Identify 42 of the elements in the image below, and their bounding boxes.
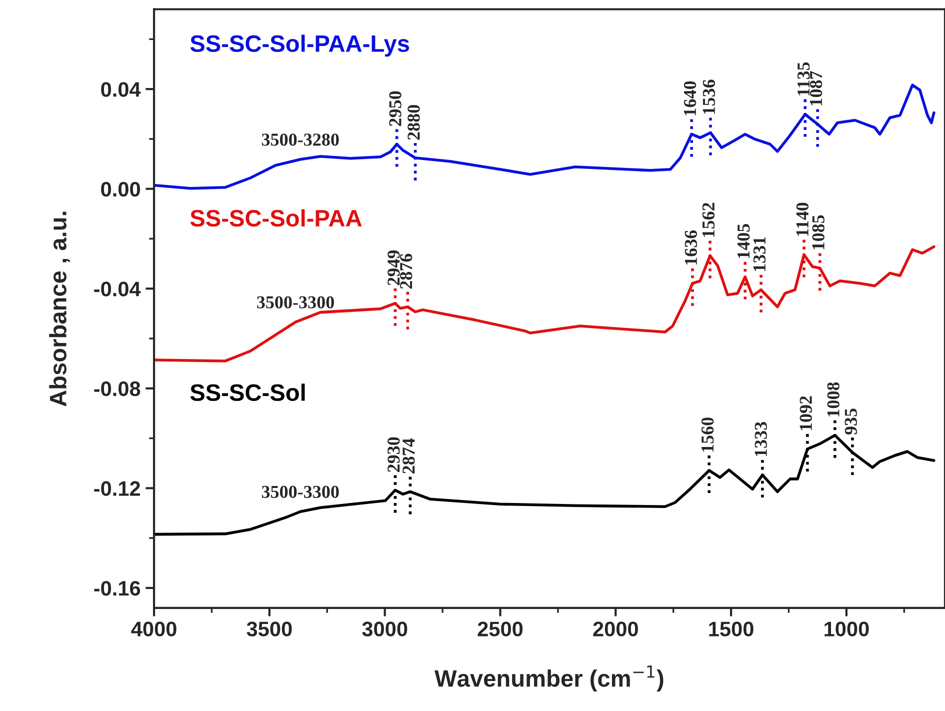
annotation: 1140 — [796, 202, 808, 236]
annotation: 1405 — [737, 224, 750, 258]
x-tick-label: 3500 — [246, 622, 292, 636]
text: SS-SC-Sol-PAA — [190, 209, 362, 227]
x-tick-label: 1000 — [824, 622, 869, 636]
annotation: 1536 — [702, 80, 716, 114]
annotation: 1333 — [754, 422, 767, 456]
annotation: 2880 — [408, 105, 420, 140]
x-tick-label: 2500 — [478, 622, 523, 636]
annotation: 1636 — [684, 230, 698, 264]
x-tick-label: 3000 — [362, 622, 408, 636]
annotation: 935 — [844, 408, 857, 435]
annotation: 2874 — [402, 438, 415, 474]
annotation: 3500-3280 — [262, 134, 339, 146]
x-axis-title: Wavenumber (cm$^{−1}$) — [434, 666, 664, 692]
y-axis-title: Absorbance , a.u. — [49, 212, 70, 406]
annotation: 1085 — [812, 215, 824, 250]
annotation: 1092 — [800, 396, 812, 430]
x-tick-label: 1500 — [709, 622, 754, 636]
y-tick-label: -0.08 — [94, 381, 140, 396]
y-tick-label: 0.04 — [101, 82, 141, 97]
x-tick-label: 4000 — [131, 622, 176, 636]
annotation: 2876 — [400, 254, 412, 289]
y-tick-label: -0.04 — [94, 282, 141, 296]
annotation: 1087 — [810, 71, 822, 106]
annotation: 3500-3300 — [262, 486, 339, 498]
annotation: 1008 — [827, 382, 840, 416]
annotation: 2949 — [388, 250, 400, 286]
y-tick-label: 0.00 — [101, 182, 140, 197]
annotation: 1640 — [684, 81, 696, 116]
y-tick-label: -0.12 — [94, 481, 140, 496]
annotation: 1331 — [753, 237, 766, 271]
annotation: 2930 — [388, 437, 400, 472]
annotation: 3500-3300 — [257, 296, 334, 308]
annotation: 2950 — [389, 91, 402, 126]
annotation: 1562 — [702, 202, 715, 237]
annotation: 1560 — [701, 418, 714, 452]
annotation: 1135 — [798, 62, 810, 96]
x-tick-label: 2000 — [593, 622, 638, 636]
text: SS-SC-Sol-PAA-Lys — [190, 34, 410, 57]
text: SS-SC-Sol — [190, 384, 305, 401]
y-tick-label: -0.16 — [94, 580, 140, 596]
